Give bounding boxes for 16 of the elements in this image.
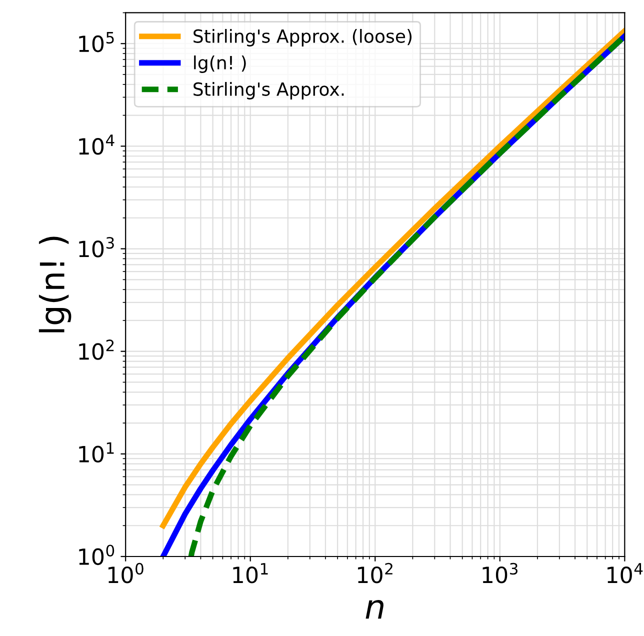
x-tick-label: 10$^{2}$ [358, 562, 392, 584]
y-tick-label: 10$^{4}$ [79, 134, 114, 155]
x-tick-label: 10$^{0}$ [108, 562, 144, 584]
y-axis-title: lg(n! ) [38, 236, 72, 332]
x-tick-label: 10$^{3}$ [482, 562, 518, 584]
y-tick-label: 10$^{0}$ [79, 544, 114, 566]
legend-label: Stirling's Approx. [194, 82, 344, 100]
x-tick-label: 10$^{1}$ [233, 563, 268, 584]
y-tick-label: 10$^{5}$ [79, 32, 114, 52]
x-tick-label: 10$^{4}$ [608, 563, 643, 584]
y-tick-label: 10$^{2}$ [79, 340, 114, 360]
legend-label: Stirling's Approx. (loose) [194, 28, 412, 46]
x-axis-title: n [366, 600, 384, 619]
legend-label: lg(n! ) [194, 55, 246, 73]
y-tick-label: 10$^{3}$ [79, 236, 114, 258]
y-tick-label: 10$^{1}$ [79, 442, 114, 463]
